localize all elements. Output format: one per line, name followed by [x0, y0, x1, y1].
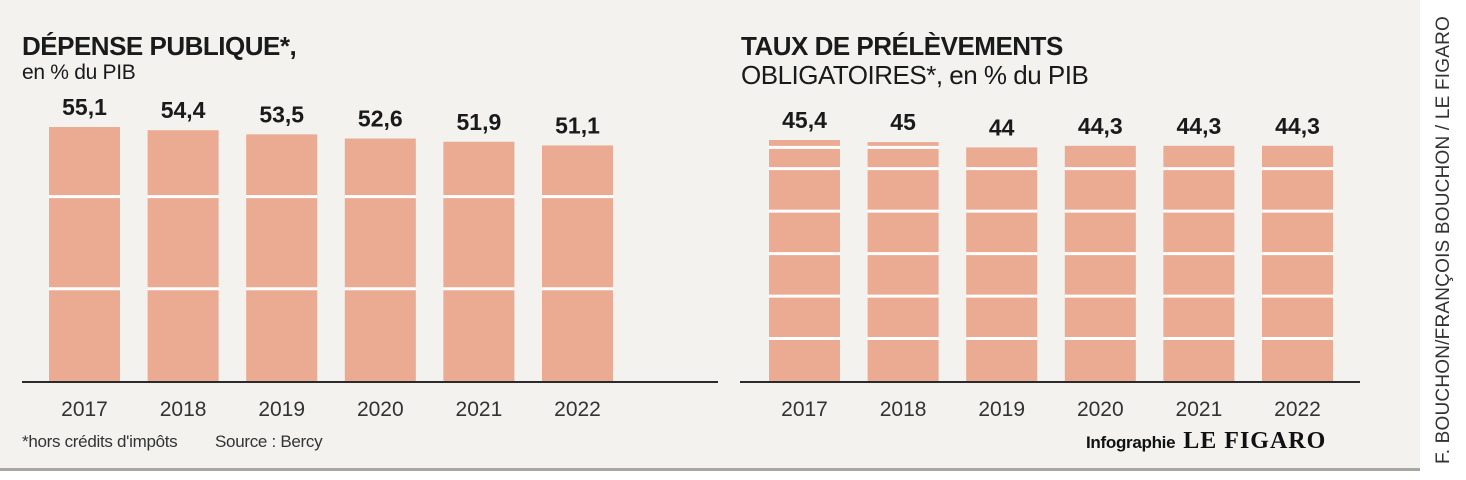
spending-year-label: 2020 [357, 398, 404, 421]
spending-year-label: 2018 [160, 398, 207, 421]
levies-year-label: 2020 [1077, 398, 1124, 421]
spending-value-label: 55,1 [62, 94, 107, 120]
public-spending-chart: 55,1 2017 54,4 2018 53,5 2019 52,6 2020 51,9 2021… [22, 94, 718, 421]
levies-bar-2020 [1064, 145, 1136, 381]
levies-value-label: 44,3 [1078, 113, 1123, 139]
spending-value-label: 51,9 [457, 109, 502, 135]
infographic-credit: Infographie LE FIGARO [1086, 428, 1326, 455]
spending-year-label: 2017 [61, 398, 108, 421]
levies-value-label: 44,3 [1177, 113, 1222, 139]
levies-value-label: 44,3 [1275, 113, 1320, 139]
infographic-panel: DÉPENSE PUBLIQUE*, en % du PIB TAUX DE P… [0, 0, 1420, 468]
levies-bar-2017 [769, 140, 840, 381]
panel-bottom-rule [0, 468, 1420, 471]
left-chart-unit: en % du PIB [22, 61, 136, 84]
spending-value-label: 51,1 [555, 112, 600, 138]
right-chart-title-line2: OBLIGATOIRES*, en % du PIB [741, 60, 1089, 90]
spending-year-label: 2022 [554, 398, 601, 421]
spending-bar-2017 [49, 127, 120, 381]
spending-bar-2021 [443, 141, 515, 381]
levies-year-label: 2018 [880, 398, 927, 421]
levies-bar-2021 [1163, 145, 1235, 381]
levies-year-label: 2019 [978, 398, 1025, 421]
spending-year-label: 2021 [456, 398, 503, 421]
levies-bar-2019 [966, 147, 1038, 381]
levies-bar-2022 [1262, 145, 1333, 381]
levies-value-label: 44 [989, 114, 1015, 140]
left-chart-title: DÉPENSE PUBLIQUE*, [22, 31, 297, 61]
mandatory-levies-chart: 45,4 2017 45 2018 44 2019 44,3 2020 44,3 2021 44,3… [740, 107, 1360, 421]
levies-year-label: 2021 [1176, 398, 1223, 421]
spending-value-label: 54,4 [161, 97, 206, 123]
levies-year-label: 2017 [781, 398, 828, 421]
spending-bar-2020 [344, 138, 416, 381]
source-label: Source : Bercy [215, 432, 323, 451]
photo-credit-vertical: F. BOUCHON/FRANÇOIS BOUCHON / LE FIGARO [1433, 15, 1454, 465]
levies-year-label: 2022 [1274, 398, 1321, 421]
spending-bar-2022 [542, 145, 613, 381]
levies-value-label: 45,4 [782, 107, 827, 133]
spending-year-label: 2019 [258, 398, 305, 421]
le-figaro-logo: LE FIGARO [1183, 428, 1327, 454]
spending-bar-2018 [147, 130, 219, 381]
spending-value-label: 52,6 [358, 106, 403, 132]
spending-bar-2019 [246, 134, 318, 381]
infographie-label: Infographie [1086, 433, 1176, 452]
levies-value-label: 45 [890, 109, 916, 135]
spending-value-label: 53,5 [259, 101, 304, 127]
levies-bar-2018 [867, 142, 939, 381]
right-chart-title-line1: TAUX DE PRÉLÈVEMENTS [741, 31, 1063, 61]
footnote: *hors crédits d'impôts [22, 432, 178, 451]
